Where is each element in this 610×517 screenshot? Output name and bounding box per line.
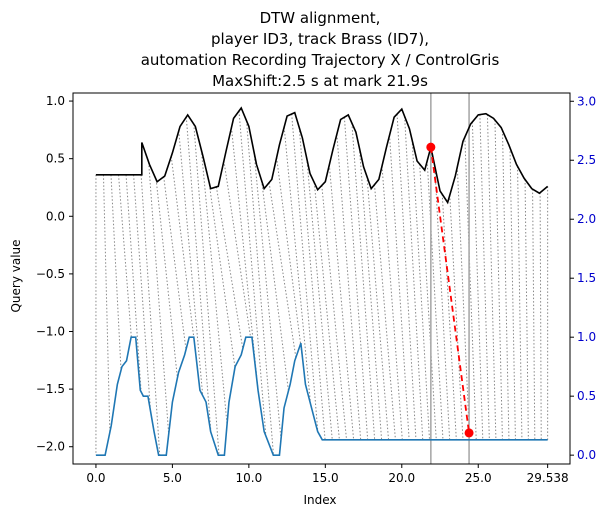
- reference-series-line: [95, 336, 548, 456]
- alignment-connector: [261, 180, 289, 391]
- alignment-connector: [170, 156, 195, 343]
- alignment-connector: [464, 137, 477, 440]
- alignment-connector: [110, 174, 122, 371]
- x-tick-label: 29.538: [527, 471, 569, 485]
- alignment-connector: [276, 157, 304, 365]
- chart-title: DTW alignment, player ID3, track Brass (…: [141, 9, 500, 90]
- alignment-connector: [494, 120, 503, 440]
- title-line-2: player ID3, track Brass (ID7),: [211, 30, 429, 48]
- alignment-connector: [517, 166, 523, 440]
- alignment-connector: [471, 121, 484, 440]
- y-left-tick-label: −1.0: [36, 325, 65, 339]
- alignment-connector: [291, 113, 319, 432]
- alignment-connector: [140, 174, 161, 456]
- y-left-tick-label: 0.0: [46, 209, 65, 223]
- alignment-connector: [479, 114, 490, 440]
- x-axis-ticks: 0.0 5.0 10.0 15.0 20.0 25.0 29.538: [86, 464, 569, 485]
- y-axis-label: Query value: [9, 239, 23, 312]
- alignment-connector: [155, 179, 178, 378]
- alignment-connector: [185, 116, 212, 433]
- alignment-connector: [404, 116, 424, 440]
- y-left-axis-ticks: 1.0 0.5 0.0 −0.5 −1.0 −1.5 −2.0: [36, 94, 73, 454]
- alignment-connector: [133, 174, 152, 412]
- query-series-line: [95, 106, 549, 205]
- alignment-connector: [419, 164, 437, 440]
- x-tick-label: 5.0: [163, 471, 182, 485]
- y-left-tick-label: −0.5: [36, 267, 65, 281]
- alignment-connector: [396, 114, 417, 440]
- alignment-connector: [215, 186, 244, 349]
- alignment-connector: [524, 179, 529, 440]
- title-line-4: MaxShift:2.5 s at mark 21.9s: [212, 72, 428, 90]
- max-shift-end-point: [464, 428, 474, 438]
- alignment-connector: [200, 149, 228, 425]
- y-right-axis-ticks: 3.0 2.5 2.0 1.5 1.0 0.5 0.0: [570, 94, 596, 462]
- alignment-connector: [434, 165, 451, 440]
- alignment-connector: [358, 148, 383, 440]
- y-right-tick-label: 2.0: [577, 212, 596, 226]
- x-tick-label: 0.0: [86, 471, 105, 485]
- y-right-tick-label: 1.0: [577, 330, 596, 344]
- title-line-3: automation Recording Trajectory X / Cont…: [141, 51, 500, 69]
- x-tick-label: 20.0: [388, 471, 415, 485]
- alignment-connector: [253, 152, 282, 440]
- y-right-tick-label: 1.5: [577, 271, 596, 285]
- series-layer: [95, 106, 549, 456]
- alignment-connector: [163, 176, 187, 350]
- max-shift-start-point: [426, 142, 436, 152]
- y-left-tick-label: −1.5: [36, 382, 65, 396]
- alignment-connector: [456, 166, 471, 440]
- alignment-connector: [125, 174, 142, 392]
- max-shift-line: [429, 147, 470, 434]
- alignment-connectors: [95, 110, 549, 456]
- alignment-connector: [328, 164, 355, 440]
- alignment-connector: [351, 123, 376, 440]
- alignment-connector: [441, 194, 457, 440]
- alignment-connector: [148, 162, 170, 435]
- y-right-tick-label: 0.0: [577, 448, 596, 462]
- y-left-tick-label: 0.5: [46, 152, 65, 166]
- alignment-connector: [118, 174, 132, 338]
- y-right-tick-label: 3.0: [577, 94, 596, 108]
- x-tick-label: 15.0: [312, 471, 339, 485]
- alignment-connector: [509, 147, 516, 440]
- alignment-connector: [283, 127, 312, 405]
- alignment-connector: [449, 195, 464, 440]
- alignment-connector: [102, 174, 111, 433]
- y-left-tick-label: 1.0: [46, 94, 65, 108]
- alignment-connector: [501, 130, 510, 440]
- x-tick-label: 10.0: [236, 471, 263, 485]
- alignment-connector: [343, 117, 369, 440]
- alignment-connector: [426, 160, 444, 440]
- alignment-connector: [306, 158, 333, 440]
- alignment-connector: [178, 130, 204, 396]
- alignment-connector: [373, 184, 396, 440]
- alignment-connector: [539, 192, 542, 440]
- alignment-connector: [486, 114, 497, 440]
- alignment-connector: [381, 165, 403, 440]
- y-right-tick-label: 0.5: [577, 389, 596, 403]
- alignment-connector: [298, 127, 326, 440]
- alignment-connector: [193, 124, 220, 456]
- alignment-connector: [411, 140, 431, 440]
- max-shift-highlight: [426, 142, 474, 438]
- alignment-connector: [321, 185, 348, 440]
- title-line-1: DTW alignment,: [260, 9, 381, 27]
- x-tick-label: 25.0: [465, 471, 492, 485]
- y-right-tick-label: 2.5: [577, 153, 596, 167]
- alignment-connector: [268, 182, 297, 358]
- marker-vertical-lines: [430, 93, 470, 464]
- y-left-tick-label: −2.0: [36, 440, 65, 454]
- alignment-connector: [238, 110, 267, 437]
- x-axis-label: Index: [303, 493, 336, 507]
- alignment-connector: [313, 182, 340, 440]
- alignment-connector: [532, 189, 536, 440]
